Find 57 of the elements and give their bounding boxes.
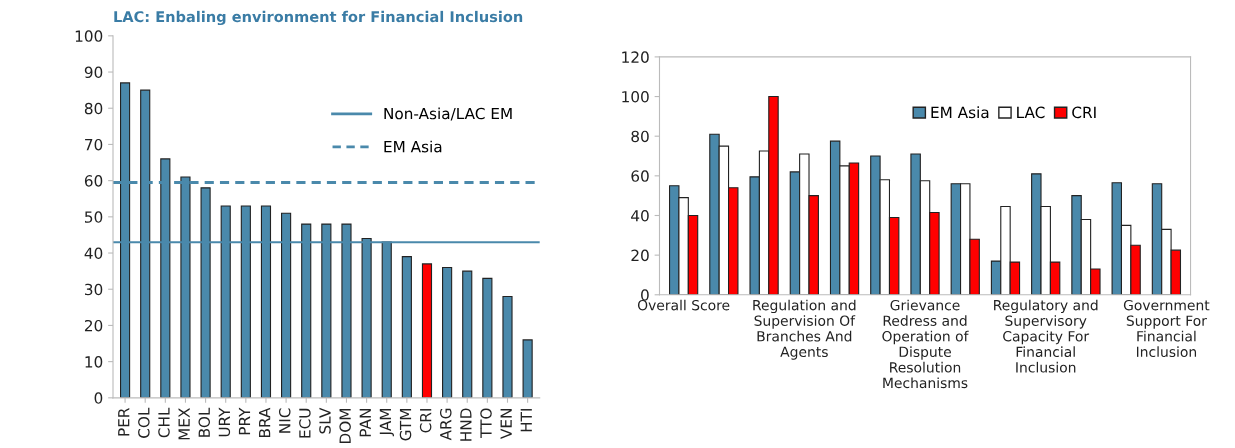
x-tick-label: URY [218, 407, 231, 437]
y-tick-label: 80 [631, 130, 649, 143]
y-tick-label: 20 [84, 319, 103, 332]
y-tick-label: 20 [631, 249, 649, 262]
y-tick-label: 70 [85, 138, 103, 151]
x-tick-label: PRY [238, 407, 251, 435]
legend-label: EM Asia [384, 140, 442, 153]
x-tick-label: VEN [500, 409, 512, 439]
bar [502, 295, 513, 398]
bar [522, 339, 533, 398]
x-tick-label: TTO [480, 408, 492, 439]
x-tick-label: NIC [278, 408, 291, 433]
bar [482, 277, 493, 398]
x-tick-label: Regulation and Supervision Of Branches And Agents [753, 299, 856, 360]
x-tick-label: GTM [399, 409, 412, 441]
x-tick-label: COL [138, 407, 150, 438]
x-tick-label: Regulatory and Supervisory Capacity For Financial Inclusion [994, 299, 1098, 373]
y-tick-label: 0 [94, 392, 103, 404]
legend-label: Non-Asia/LAC EM [384, 107, 512, 121]
legend-label: EM Asia [931, 106, 989, 119]
bar [442, 266, 453, 398]
x-tick-label: PAN [359, 409, 371, 437]
x-tick-label: CHL [158, 407, 170, 438]
x-tick-label: MEX [178, 408, 190, 440]
x-tick-label: Overall Score [637, 299, 730, 311]
x-tick-label: Government Support For Financial Inclusion [1123, 299, 1210, 358]
x-tick-label: PER [118, 407, 130, 436]
legend-label: CRI [1072, 106, 1096, 119]
y-tick-label: 30 [85, 283, 103, 296]
y-tick-label: 40 [631, 209, 649, 222]
y-tick-label: 60 [84, 175, 103, 187]
x-tick-label: BRA [259, 407, 271, 437]
y-tick-label: 50 [85, 211, 103, 223]
y-tick-label: 120 [622, 51, 649, 63]
x-tick-label: HTI [520, 409, 532, 432]
x-tick-label: ECU [299, 408, 311, 438]
x-tick-label: ARG [439, 408, 452, 441]
x-tick-label: BOL [198, 407, 211, 437]
y-tick-label: 40 [84, 247, 103, 260]
x-tick-label: DOM [339, 409, 351, 444]
bar [462, 270, 473, 398]
x-tick-label: CRI [419, 409, 432, 433]
y-tick-label: 60 [631, 170, 649, 182]
x-tick-label: HND [460, 408, 472, 441]
y-tick-label: 100 [622, 91, 649, 103]
bar [421, 263, 433, 398]
y-tick-label: 100 [75, 30, 103, 42]
bar [401, 256, 412, 398]
y-tick-label: 90 [84, 66, 103, 79]
x-tick-label: Grievance Redress and Operation of Dispute Resolution Mechanisms [882, 299, 969, 389]
x-tick-label: JAM [379, 409, 394, 437]
x-tick-label: SLV [319, 407, 331, 434]
y-tick-label: 0 [641, 289, 649, 301]
legend-label: LAC [1017, 106, 1045, 119]
y-tick-label: 10 [85, 356, 103, 368]
chart-title: LAC: Enbaling environment for Financial Inclusion [114, 10, 523, 26]
y-tick-label: 80 [84, 102, 103, 115]
